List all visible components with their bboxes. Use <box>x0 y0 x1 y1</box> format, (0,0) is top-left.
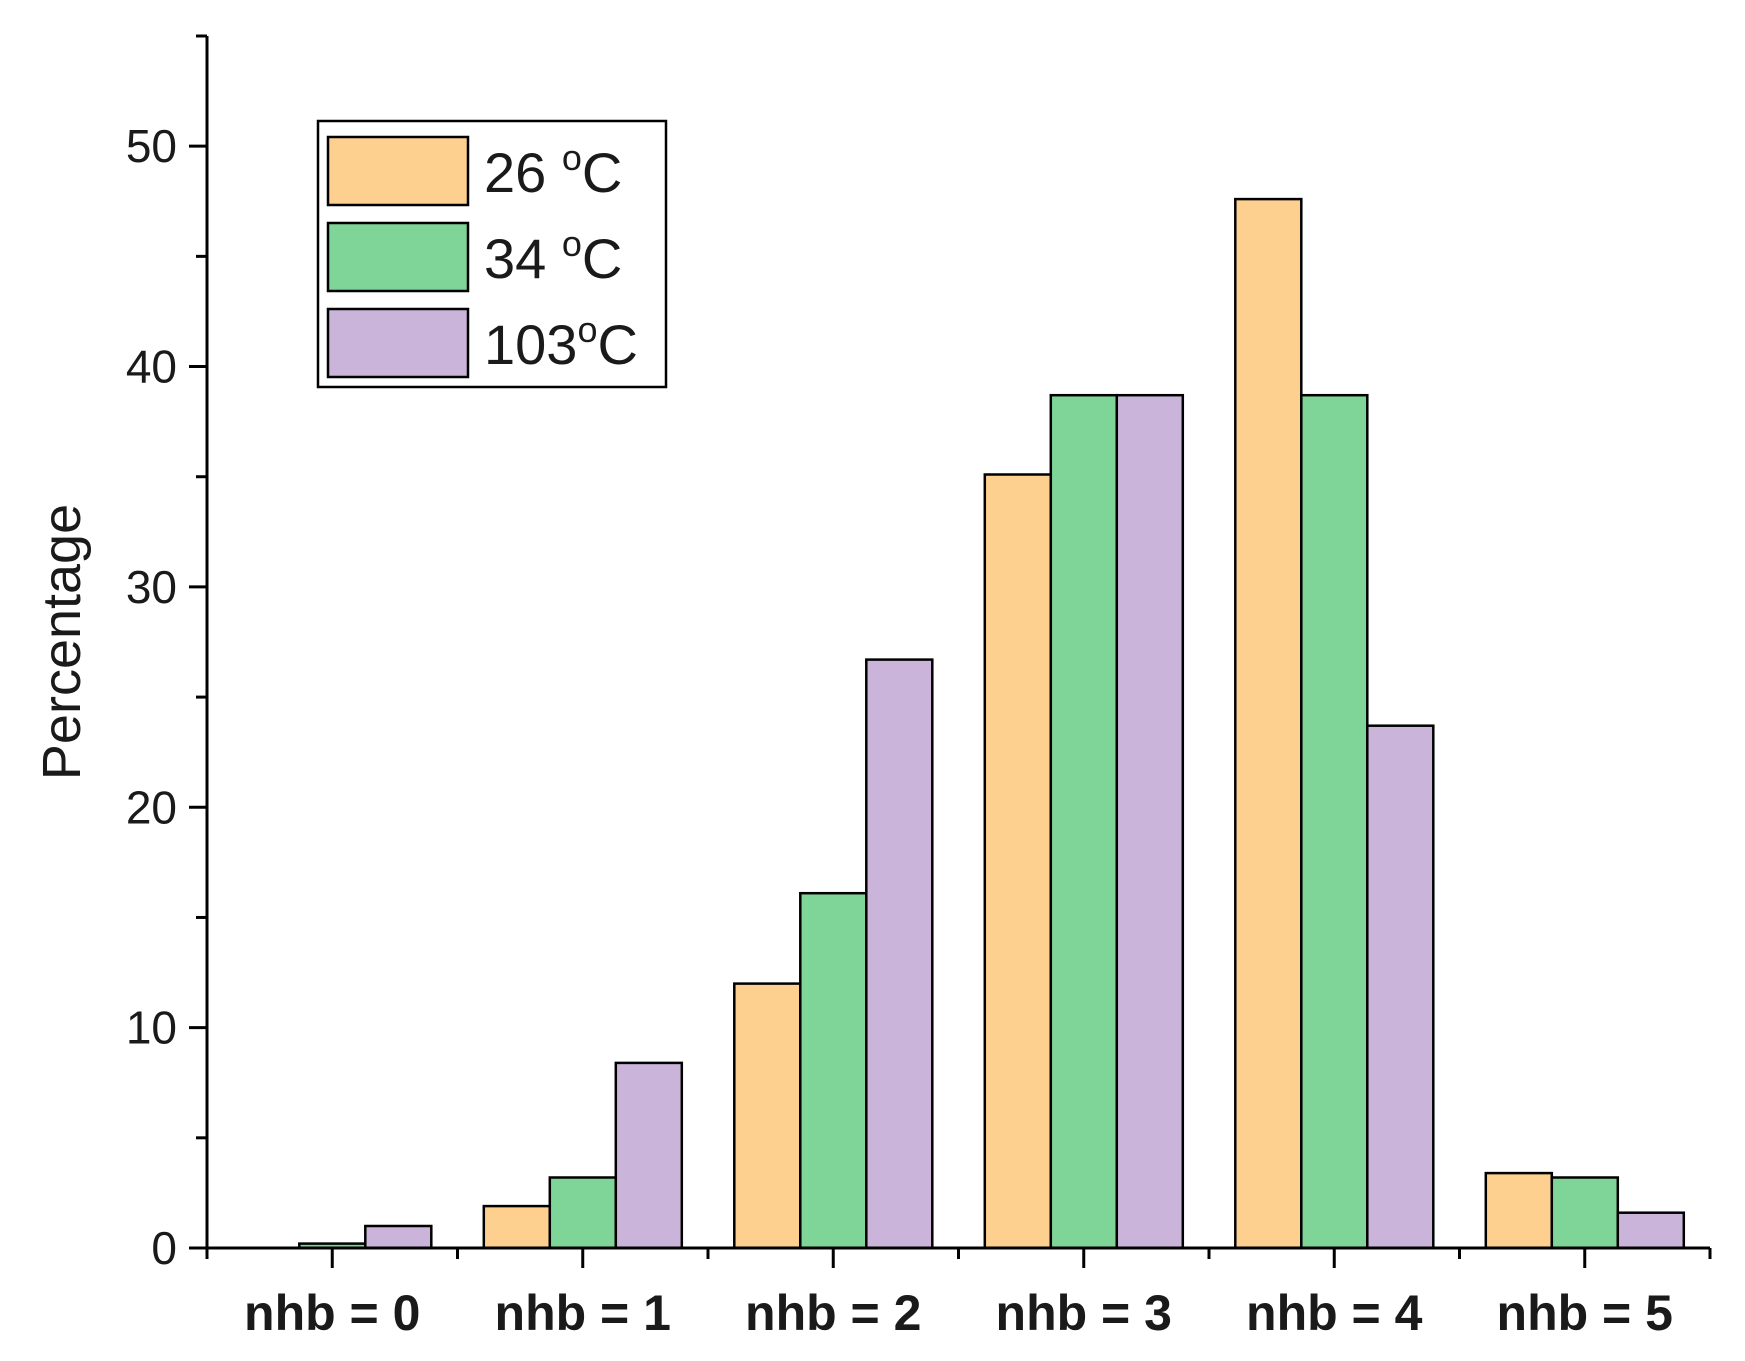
bar-3-series-1 <box>1049 393 1119 1250</box>
bar-5-series-2 <box>1616 1211 1686 1250</box>
bar-5-series-1 <box>1550 1176 1620 1250</box>
bar-5-series-0 <box>1484 1171 1554 1250</box>
legend-label-2: 103oC <box>484 309 638 376</box>
bar-4-series-0 <box>1234 197 1303 1250</box>
bar-2-series-0 <box>733 982 802 1250</box>
axes-layer: 0 10 20 30 40 50 nhb = 0 nhb = 1 nhb = 2 nhb = 3 n… <box>126 34 1712 1341</box>
bars-layer <box>298 197 1686 1250</box>
legend-swatch-2 <box>326 307 470 379</box>
y-tick-label: 10 <box>126 1002 177 1054</box>
bar-0-series-2 <box>364 1224 433 1250</box>
bar-2-series-2 <box>865 658 934 1250</box>
y-tick-label: 40 <box>126 341 177 393</box>
bar-3-series-0 <box>983 473 1053 1250</box>
legend: 26 oC 34 oC 103oC <box>316 119 668 389</box>
bar-4-series-1 <box>1300 393 1369 1250</box>
x-tick-label: nhb = 4 <box>1246 1285 1423 1341</box>
y-tick-label: 20 <box>126 781 177 833</box>
x-tick-label: nhb = 3 <box>996 1285 1172 1341</box>
bar-3-series-2 <box>1115 393 1185 1250</box>
x-tick-label: nhb = 2 <box>745 1285 921 1341</box>
bar-4-series-2 <box>1366 724 1435 1250</box>
x-tick-label: nhb = 0 <box>244 1285 420 1341</box>
legend-label-1: 34 oC <box>484 223 622 290</box>
legend-label-0: 26 oC <box>484 137 622 204</box>
x-tick-label: nhb = 5 <box>1497 1285 1673 1341</box>
y-axis-title: Percentage <box>32 504 92 780</box>
legend-swatch-0 <box>326 135 470 207</box>
bar-2-series-1 <box>799 891 868 1250</box>
y-tick-label: 30 <box>126 561 177 613</box>
bar-1-series-1 <box>548 1176 618 1250</box>
x-tick-label: nhb = 1 <box>495 1285 671 1341</box>
y-tick-label: 50 <box>126 120 177 172</box>
bar-1-series-2 <box>614 1061 684 1250</box>
legend-swatch-1 <box>326 221 470 293</box>
y-tick-label: 0 <box>151 1222 177 1274</box>
bar-1-series-0 <box>482 1204 552 1250</box>
